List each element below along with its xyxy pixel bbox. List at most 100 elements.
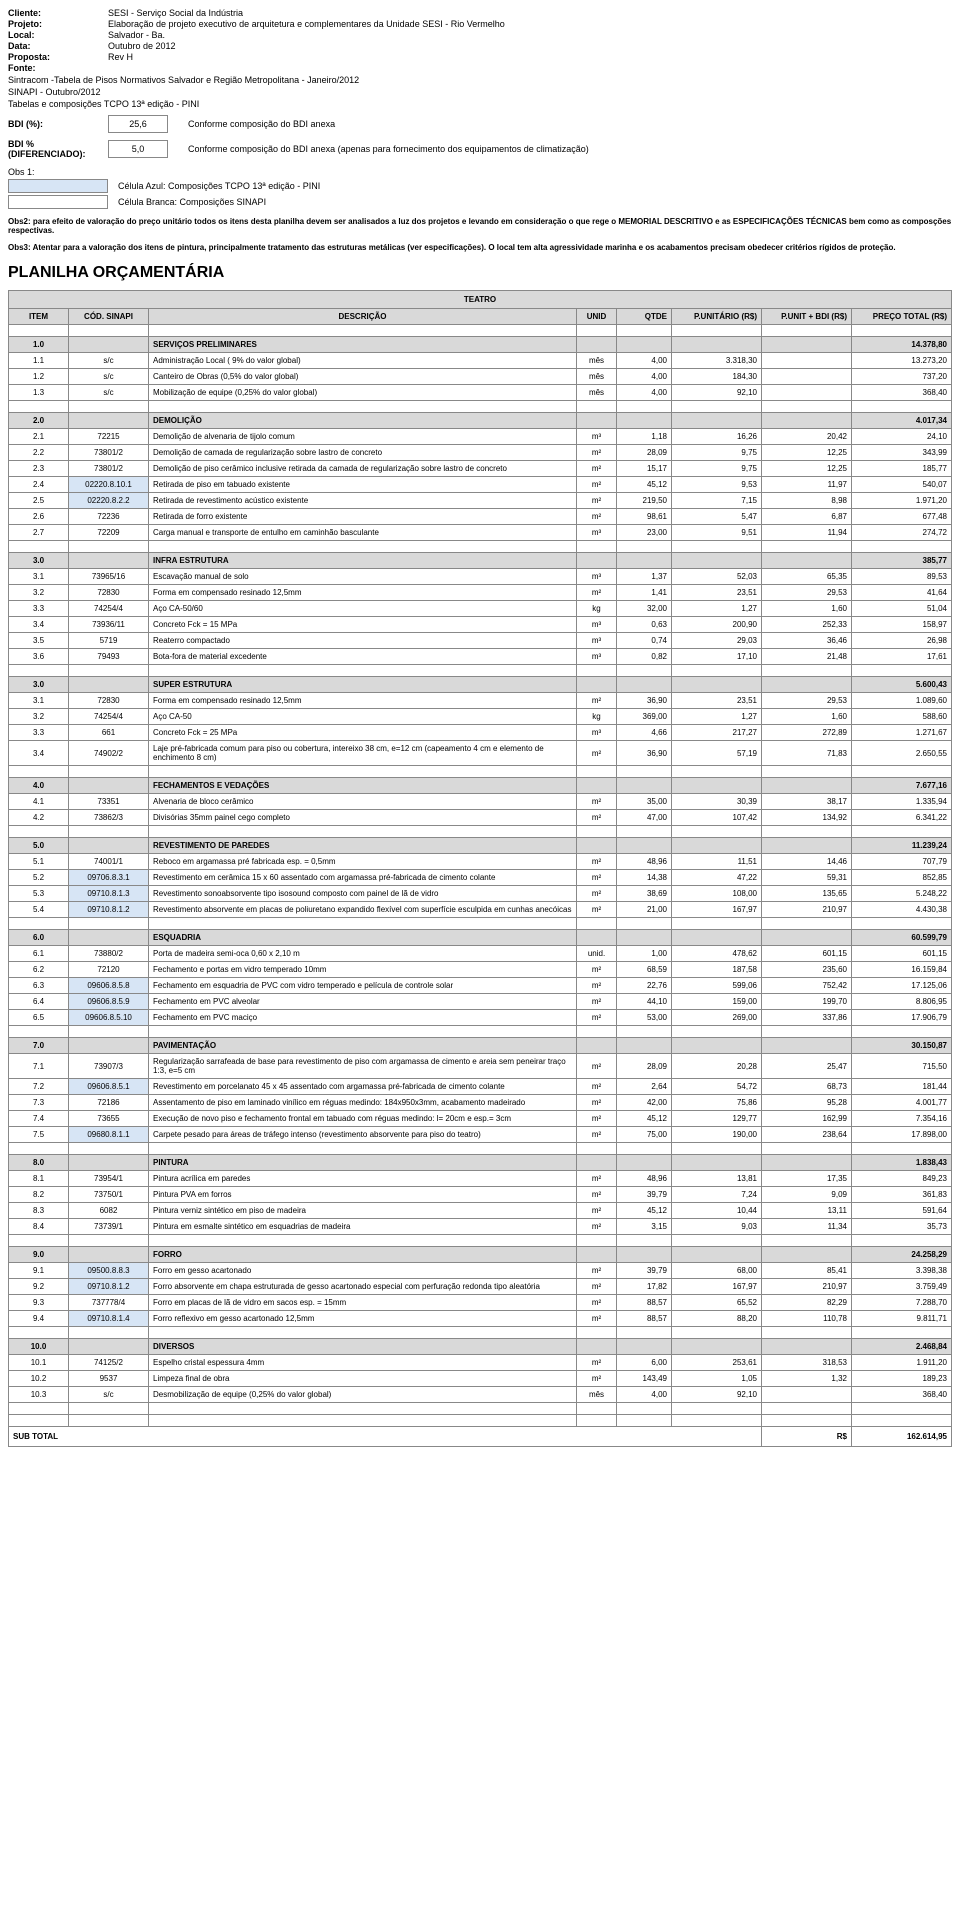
proposta-label: Proposta: xyxy=(8,52,108,62)
table-row: 3.6 79493 Bota-fora de material excedent… xyxy=(9,649,952,665)
obs-white-box xyxy=(8,195,108,209)
bdi-label: BDI (%): xyxy=(8,119,108,129)
table-row: 9.4 09710.8.1.4 Forro reflexivo em gesso… xyxy=(9,1311,952,1327)
table-row: 2.2 73801/2 Demolição de camada de regul… xyxy=(9,445,952,461)
subtotal-row: SUB TOTAL R$ 162.614,95 xyxy=(9,1427,952,1447)
table-row: 3.3 74254/4 Aço CA-50/60 kg 32,00 1,27 1… xyxy=(9,601,952,617)
table-row: 5.4 09710.8.1.2 Revestimento absorvente … xyxy=(9,902,952,918)
table-row: 2.3 73801/2 Demolição de piso cerâmico i… xyxy=(9,461,952,477)
col-pbdi: P.UNIT + BDI (R$) xyxy=(762,309,852,325)
section-row: 7.0PAVIMENTAÇÃO30.150,87 xyxy=(9,1038,952,1054)
table-row: 8.3 6082 Pintura verniz sintético em pis… xyxy=(9,1203,952,1219)
fonte2: SINAPI - Outubro/2012 xyxy=(8,87,952,97)
empty-row xyxy=(9,401,952,413)
table-row: 6.4 09606.8.5.9 Fechamento em PVC alveol… xyxy=(9,994,952,1010)
table-row: 9.1 09500.8.8.3 Forro em gesso acartonad… xyxy=(9,1263,952,1279)
col-desc: DESCRIÇÃO xyxy=(149,309,577,325)
empty-row xyxy=(9,918,952,930)
section-row: 6.0ESQUADRIA60.599,79 xyxy=(9,930,952,946)
section-row: 4.0FECHAMENTOS E VEDAÇÕES7.677,16 xyxy=(9,778,952,794)
obs-blue-row: Célula Azul: Composições TCPO 13ª edição… xyxy=(8,179,952,193)
table-row: 5.2 09706.8.3.1 Revestimento em cerâmica… xyxy=(9,870,952,886)
fonte-label: Fonte: xyxy=(8,63,108,73)
fonte1: Sintracom -Tabela de Pisos Normativos Sa… xyxy=(8,75,952,85)
col-cod: CÓD. SINAPI xyxy=(69,309,149,325)
obs1-label: Obs 1: xyxy=(8,167,952,177)
section-row: 5.0REVESTIMENTO DE PAREDES11.239,24 xyxy=(9,838,952,854)
col-punit: P.UNITÁRIO (R$) xyxy=(672,309,762,325)
table-row: 2.4 02220.8.10.1 Retirada de piso em tab… xyxy=(9,477,952,493)
section-row: 3.0SUPER ESTRUTURA5.600,43 xyxy=(9,677,952,693)
obs2: Obs2: para efeito de valoração do preço … xyxy=(8,217,952,235)
fonte3: Tabelas e composições TCPO 13ª edição - … xyxy=(8,99,952,109)
section-row: 9.0FORRO24.258,29 xyxy=(9,1247,952,1263)
bdi-dif-desc: Conforme composição do BDI anexa (apenas… xyxy=(188,144,952,154)
section-row: 2.0DEMOLIÇÃO4.017,34 xyxy=(9,413,952,429)
table-row: 7.4 73655 Execução de novo piso e fecham… xyxy=(9,1111,952,1127)
table-row: 10.2 9537 Limpeza final de obra m² 143,4… xyxy=(9,1371,952,1387)
table-row: 3.4 73936/11 Concreto Fck = 15 MPa m³ 0,… xyxy=(9,617,952,633)
local-value: Salvador - Ba. xyxy=(108,30,952,40)
bdi-desc: Conforme composição do BDI anexa xyxy=(188,119,952,129)
col-qtde: QTDE xyxy=(617,309,672,325)
empty-row xyxy=(9,665,952,677)
header-info: Cliente:SESI - Serviço Social da Indústr… xyxy=(8,8,952,109)
table-row: 3.2 72830 Forma em compensado resinado 1… xyxy=(9,585,952,601)
table-row: 2.6 72236 Retirada de forro existente m²… xyxy=(9,509,952,525)
table-row: 7.1 73907/3 Regularização sarrafeada de … xyxy=(9,1054,952,1079)
empty-row xyxy=(9,1143,952,1155)
table-row: 7.2 09606.8.5.1 Revestimento em porcelan… xyxy=(9,1079,952,1095)
data-value: Outubro de 2012 xyxy=(108,41,952,51)
table-row: 3.2 74254/4 Aço CA-50 kg 369,00 1,27 1,6… xyxy=(9,709,952,725)
col-total: PREÇO TOTAL (R$) xyxy=(852,309,952,325)
table-row: 10.1 74125/2 Espelho cristal espessura 4… xyxy=(9,1355,952,1371)
bdi-dif-row: BDI % (DIFERENCIADO): 5,0 Conforme compo… xyxy=(8,139,952,159)
empty-row xyxy=(9,766,952,778)
table-row: 5.1 74001/1 Reboco em argamassa pré fabr… xyxy=(9,854,952,870)
budget-table: TEATRO ITEM CÓD. SINAPI DESCRIÇÃO UNID Q… xyxy=(8,290,952,1447)
projeto-value: Elaboração de projeto executivo de arqui… xyxy=(108,19,952,29)
col-item: ITEM xyxy=(9,309,69,325)
table-row: 8.4 73739/1 Pintura em esmalte sintético… xyxy=(9,1219,952,1235)
table-row: 3.5 5719 Reaterro compactado m³ 0,74 29,… xyxy=(9,633,952,649)
table-row: 6.1 73880/2 Porta de madeira semi-oca 0,… xyxy=(9,946,952,962)
local-label: Local: xyxy=(8,30,108,40)
bdi-row: BDI (%): 25,6 Conforme composição do BDI… xyxy=(8,115,952,133)
cliente-value: SESI - Serviço Social da Indústria xyxy=(108,8,952,18)
table-row: 8.2 73750/1 Pintura PVA em forros m² 39,… xyxy=(9,1187,952,1203)
bdi-dif-value: 5,0 xyxy=(108,140,168,158)
table-row: 4.2 73862/3 Divisórias 35mm painel cego … xyxy=(9,810,952,826)
table-row: 3.1 72830 Forma em compensado resinado 1… xyxy=(9,693,952,709)
empty-row xyxy=(9,1026,952,1038)
table-row: 5.3 09710.8.1.3 Revestimento sonoabsorve… xyxy=(9,886,952,902)
table-row: 6.5 09606.8.5.10 Fechamento em PVC maciç… xyxy=(9,1010,952,1026)
empty-row xyxy=(9,1415,952,1427)
table-row: 7.3 72186 Assentamento de piso em lamina… xyxy=(9,1095,952,1111)
data-label: Data: xyxy=(8,41,108,51)
empty-row xyxy=(9,325,952,337)
bdi-value: 25,6 xyxy=(108,115,168,133)
projeto-label: Projeto: xyxy=(8,19,108,29)
table-row: 10.3 s/c Desmobilização de equipe (0,25%… xyxy=(9,1387,952,1403)
section-row: 1.0SERVIÇOS PRELIMINARES14.378,80 xyxy=(9,337,952,353)
table-row: 2.7 72209 Carga manual e transporte de e… xyxy=(9,525,952,541)
table-row: 9.3 737778/4 Forro em placas de lã de vi… xyxy=(9,1295,952,1311)
table-row: 9.2 09710.8.1.2 Forro absorvente em chap… xyxy=(9,1279,952,1295)
table-row: 3.1 73965/16 Escavação manual de solo m³… xyxy=(9,569,952,585)
obs-white-row: Célula Branca: Composições SINAPI xyxy=(8,195,952,209)
table-row: 3.4 74902/2 Laje pré-fabricada comum par… xyxy=(9,741,952,766)
obs-blue-text: Célula Azul: Composições TCPO 13ª edição… xyxy=(118,181,320,191)
table-row: 6.3 09606.8.5.8 Fechamento em esquadria … xyxy=(9,978,952,994)
table-row: 1.3 s/c Mobilização de equipe (0,25% do … xyxy=(9,385,952,401)
obs3: Obs3: Atentar para a valoração dos itens… xyxy=(8,243,952,252)
table-row: 2.1 72215 Demolição de alvenaria de tijo… xyxy=(9,429,952,445)
empty-row xyxy=(9,826,952,838)
empty-row xyxy=(9,1235,952,1247)
page-title: PLANILHA ORÇAMENTÁRIA xyxy=(8,264,952,282)
section-row: 8.0PINTURA1.838,43 xyxy=(9,1155,952,1171)
table-section-title: TEATRO xyxy=(9,291,952,309)
obs-white-text: Célula Branca: Composições SINAPI xyxy=(118,197,266,207)
col-unid: UNID xyxy=(577,309,617,325)
section-row: 10.0DIVERSOS2.468,84 xyxy=(9,1339,952,1355)
table-row: 7.5 09680.8.1.1 Carpete pesado para área… xyxy=(9,1127,952,1143)
